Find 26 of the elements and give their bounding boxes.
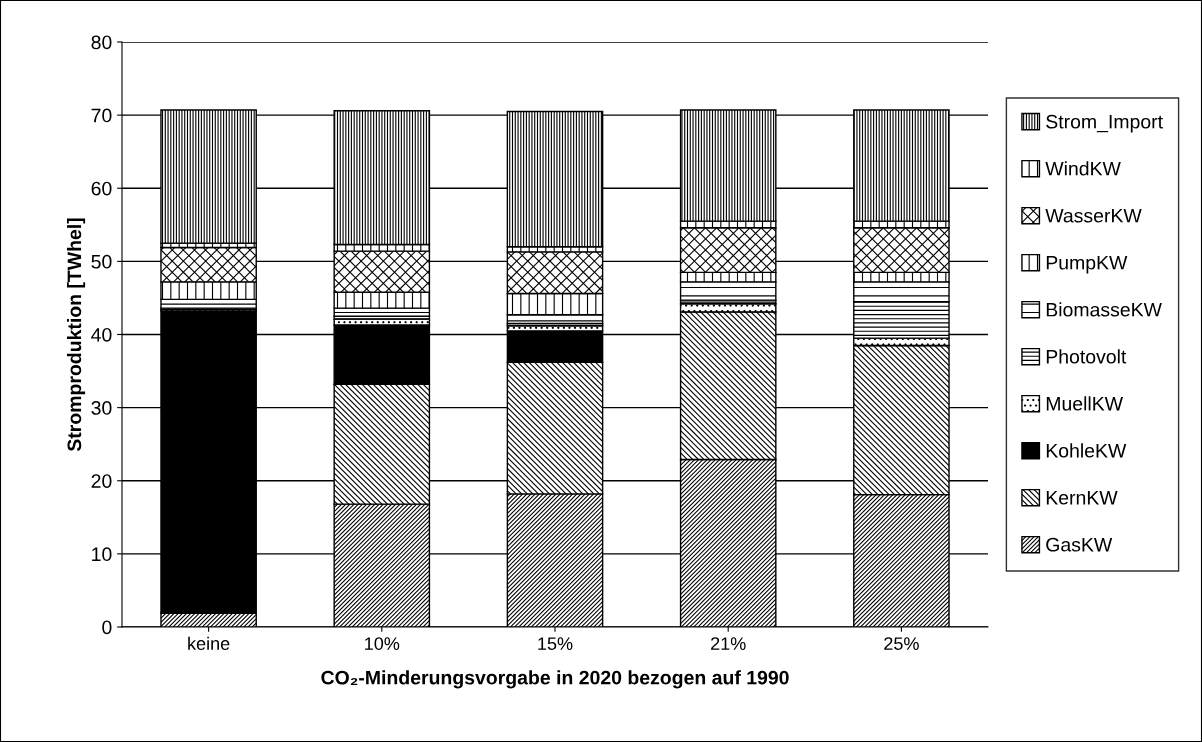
y-tick-label: 10	[92, 547, 112, 562]
legend-label: MuellKW	[1046, 396, 1123, 411]
legend-label: KernKW	[1046, 491, 1118, 505]
y-tick-label: 70	[91, 108, 112, 123]
y-tick-label: 30	[91, 401, 112, 415]
x-axis-title: CO₂-Minderungsvorgabe in 2020 bezogen auf 1990	[321, 670, 789, 689]
y-tick-label: 50	[91, 254, 112, 269]
y-tick-label: 20	[91, 474, 112, 488]
legend-label: KohleKW	[1046, 443, 1127, 458]
x-tick-label: 21%	[711, 637, 746, 650]
legend-label: BiomasseKW	[1046, 302, 1162, 317]
legend-label: WindKW	[1045, 161, 1121, 176]
y-tick-label: 0	[102, 620, 112, 635]
legend-label: PumpKW	[1046, 255, 1128, 274]
y-axis-title: Stromproduktion [TWhel]	[66, 218, 86, 452]
legend-label: GasKW	[1046, 537, 1113, 552]
y-tick-label: 60	[91, 181, 112, 196]
x-tick-label: 25%	[884, 637, 919, 650]
y-tick-label: 40	[91, 327, 112, 342]
x-tick-label: keine	[188, 636, 230, 650]
legend-label: Strom_Import	[1046, 114, 1163, 133]
x-tick-label: 15%	[538, 637, 573, 650]
legend-label: Photovolt	[1046, 349, 1127, 364]
y-tick-label: 80	[91, 35, 112, 50]
legend-label: WasserKW	[1045, 208, 1142, 223]
x-tick-label: 10%	[365, 637, 400, 650]
